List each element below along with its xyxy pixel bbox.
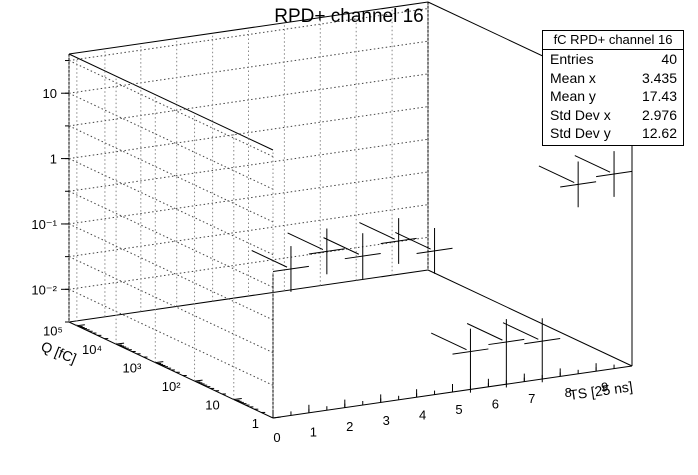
stats-label: Std Dev y bbox=[550, 125, 611, 141]
data-point-1 bbox=[287, 228, 345, 275]
x-tick-label: 3 bbox=[383, 413, 390, 428]
stats-value: 2.976 bbox=[641, 106, 677, 123]
x-tick-label: 1 bbox=[310, 424, 317, 439]
grid-line-back-wall bbox=[68, 106, 429, 160]
data-point-ybar bbox=[395, 231, 431, 250]
stats-row-stddev-y: Std Dev y 12.62 bbox=[543, 124, 683, 143]
y-tick bbox=[116, 342, 125, 345]
x-axis-label: TS [25 ns] bbox=[568, 378, 633, 403]
y-tick-label: 1 bbox=[252, 416, 259, 431]
x-tick-label: 0 bbox=[273, 430, 280, 445]
grid-line-left-wall bbox=[68, 125, 274, 223]
data-point-ybar bbox=[251, 250, 288, 268]
stats-value: 3.435 bbox=[641, 69, 677, 86]
grid-line-left-wall bbox=[68, 256, 274, 354]
x-tick-label: 5 bbox=[455, 402, 462, 417]
grid-line-left-wall bbox=[68, 223, 274, 321]
data-point-ybar bbox=[538, 165, 575, 183]
back-top-edge bbox=[68, 1, 429, 55]
chart-title: RPD+ channel 16 bbox=[274, 6, 424, 27]
data-point-6 bbox=[466, 319, 525, 388]
x-tick-label: 7 bbox=[528, 391, 535, 406]
grid-line-back-wall bbox=[68, 171, 429, 225]
y-tick bbox=[194, 379, 203, 382]
stats-label: Std Dev x bbox=[550, 106, 611, 123]
y-axis-label: Q [fC] bbox=[39, 338, 79, 367]
data-point-ybar bbox=[466, 323, 503, 341]
y-tick bbox=[233, 398, 242, 401]
left-top-edge bbox=[68, 53, 274, 151]
data-point-9 bbox=[574, 151, 633, 197]
stats-value: 12.62 bbox=[641, 125, 677, 141]
x-tick-label: 2 bbox=[346, 419, 353, 434]
z-tick-label: 10 bbox=[43, 86, 57, 101]
data-marks bbox=[251, 151, 633, 393]
z-tick-label: 10⁻¹ bbox=[31, 217, 57, 232]
y-tick-label: 10³ bbox=[123, 361, 142, 376]
stats-label: Entries bbox=[550, 51, 594, 67]
x-tick-label: 9 bbox=[601, 380, 608, 395]
data-point-2 bbox=[323, 233, 381, 279]
x-tick-label: 4 bbox=[419, 408, 426, 423]
x-tick-label: 8 bbox=[565, 385, 572, 400]
data-point-ybar bbox=[574, 155, 611, 173]
data-point-7 bbox=[502, 318, 561, 383]
grid-line-left-wall bbox=[68, 190, 274, 288]
right-floor-edge bbox=[427, 269, 633, 367]
data-point-ybar bbox=[323, 237, 360, 255]
y-tick-label: 10⁴ bbox=[82, 342, 102, 357]
stats-value: 40 bbox=[661, 51, 677, 67]
data-point-ybar bbox=[502, 322, 539, 340]
grid-line-left-wall bbox=[68, 60, 274, 157]
stats-title: fC RPD+ channel 16 bbox=[543, 31, 683, 50]
stats-box: fC RPD+ channel 16 Entries 40 Mean x 3.4… bbox=[542, 30, 684, 146]
grid-lines bbox=[68, 2, 429, 418]
y-tick-label: 10⁵ bbox=[43, 324, 63, 339]
grid-line-back-wall bbox=[68, 138, 429, 192]
stats-label: Mean y bbox=[550, 88, 596, 104]
data-point-4 bbox=[395, 227, 453, 274]
z-tick-label: 10⁻² bbox=[31, 282, 57, 297]
data-point-ybar bbox=[431, 332, 467, 351]
data-point-3 bbox=[359, 218, 417, 264]
stats-row-entries: Entries 40 bbox=[543, 50, 683, 69]
stats-row-mean-x: Mean x 3.435 bbox=[543, 69, 683, 88]
y-tick-label: 10 bbox=[205, 398, 219, 413]
y-tick bbox=[155, 361, 164, 364]
grid-line-left-wall bbox=[68, 158, 274, 256]
data-point-ybar bbox=[287, 232, 324, 251]
y-tick bbox=[76, 324, 85, 327]
grid-line-left-wall bbox=[68, 288, 274, 386]
data-point-5 bbox=[431, 328, 489, 393]
stats-row-stddev-x: Std Dev x 2.976 bbox=[543, 106, 683, 125]
data-point-ybar bbox=[359, 222, 395, 240]
data-point-8 bbox=[538, 161, 597, 208]
stats-row-mean-y: Mean y 17.43 bbox=[543, 87, 683, 106]
stats-value: 17.43 bbox=[641, 88, 677, 104]
y-tick bbox=[272, 416, 282, 419]
stats-label: Mean x bbox=[550, 69, 596, 86]
x-tick-label: 6 bbox=[492, 396, 499, 411]
z-tick-label: 1 bbox=[50, 152, 57, 167]
data-point-0 bbox=[251, 246, 309, 292]
y-tick-label: 10² bbox=[162, 379, 181, 394]
grid-line-left-wall bbox=[68, 92, 274, 190]
